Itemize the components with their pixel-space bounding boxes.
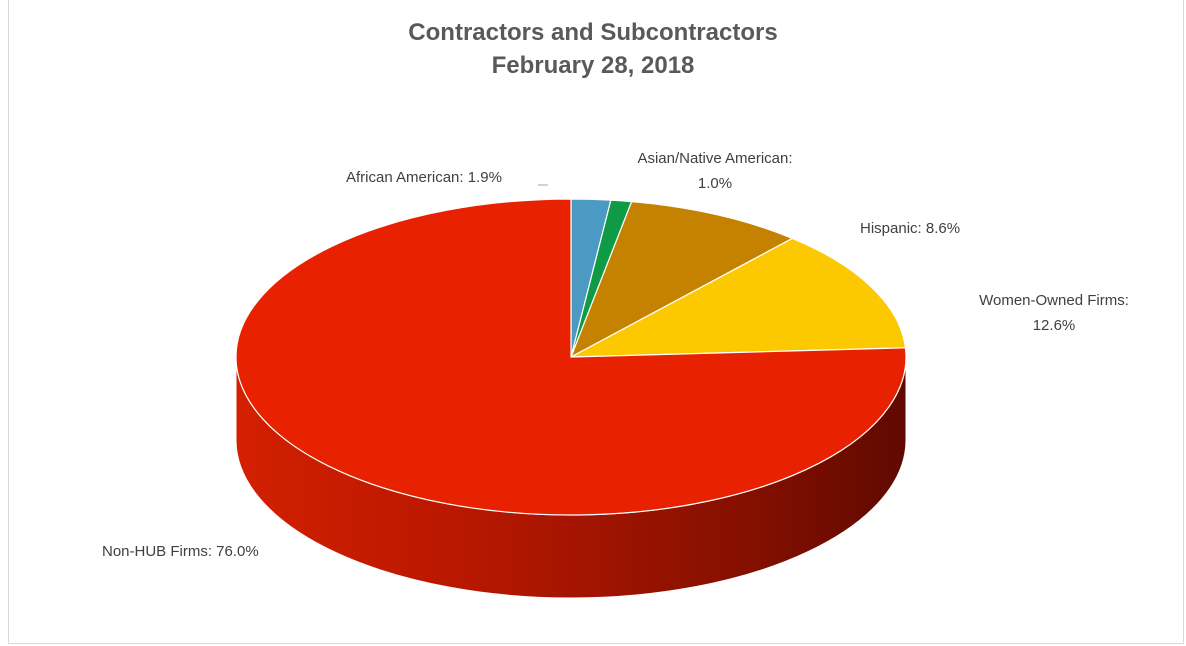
chart-title-block: Contractors and Subcontractors February … [0, 16, 1186, 82]
chart-subtitle: February 28, 2018 [491, 52, 695, 79]
pie-slice-women-owned-firms [570, 237, 907, 358]
chart-title: Contractors and Subcontractors [408, 19, 778, 46]
pie-top [235, 198, 907, 516]
data-label-non-hub-firms: Non-HUB Firms: 76.0% [102, 543, 259, 560]
data-label-asian-native-american: Asian/Native American: [637, 150, 792, 167]
data-label-women-owned-firms: 12.6% [1033, 317, 1076, 334]
pie-slice-hispanic [569, 200, 794, 359]
data-label-women-owned-firms: Women-Owned Firms: [979, 292, 1129, 309]
data-label-asian-native-american: 1.0% [698, 175, 732, 192]
data-label-african-american: African American: 1.9% [346, 169, 502, 186]
pie-labels: African American: 1.9% Asian/Native Ameri… [102, 150, 1129, 560]
pie-slice-non-hub-firms [235, 198, 907, 516]
data-label-hispanic: Hispanic: 8.6% [860, 220, 960, 237]
